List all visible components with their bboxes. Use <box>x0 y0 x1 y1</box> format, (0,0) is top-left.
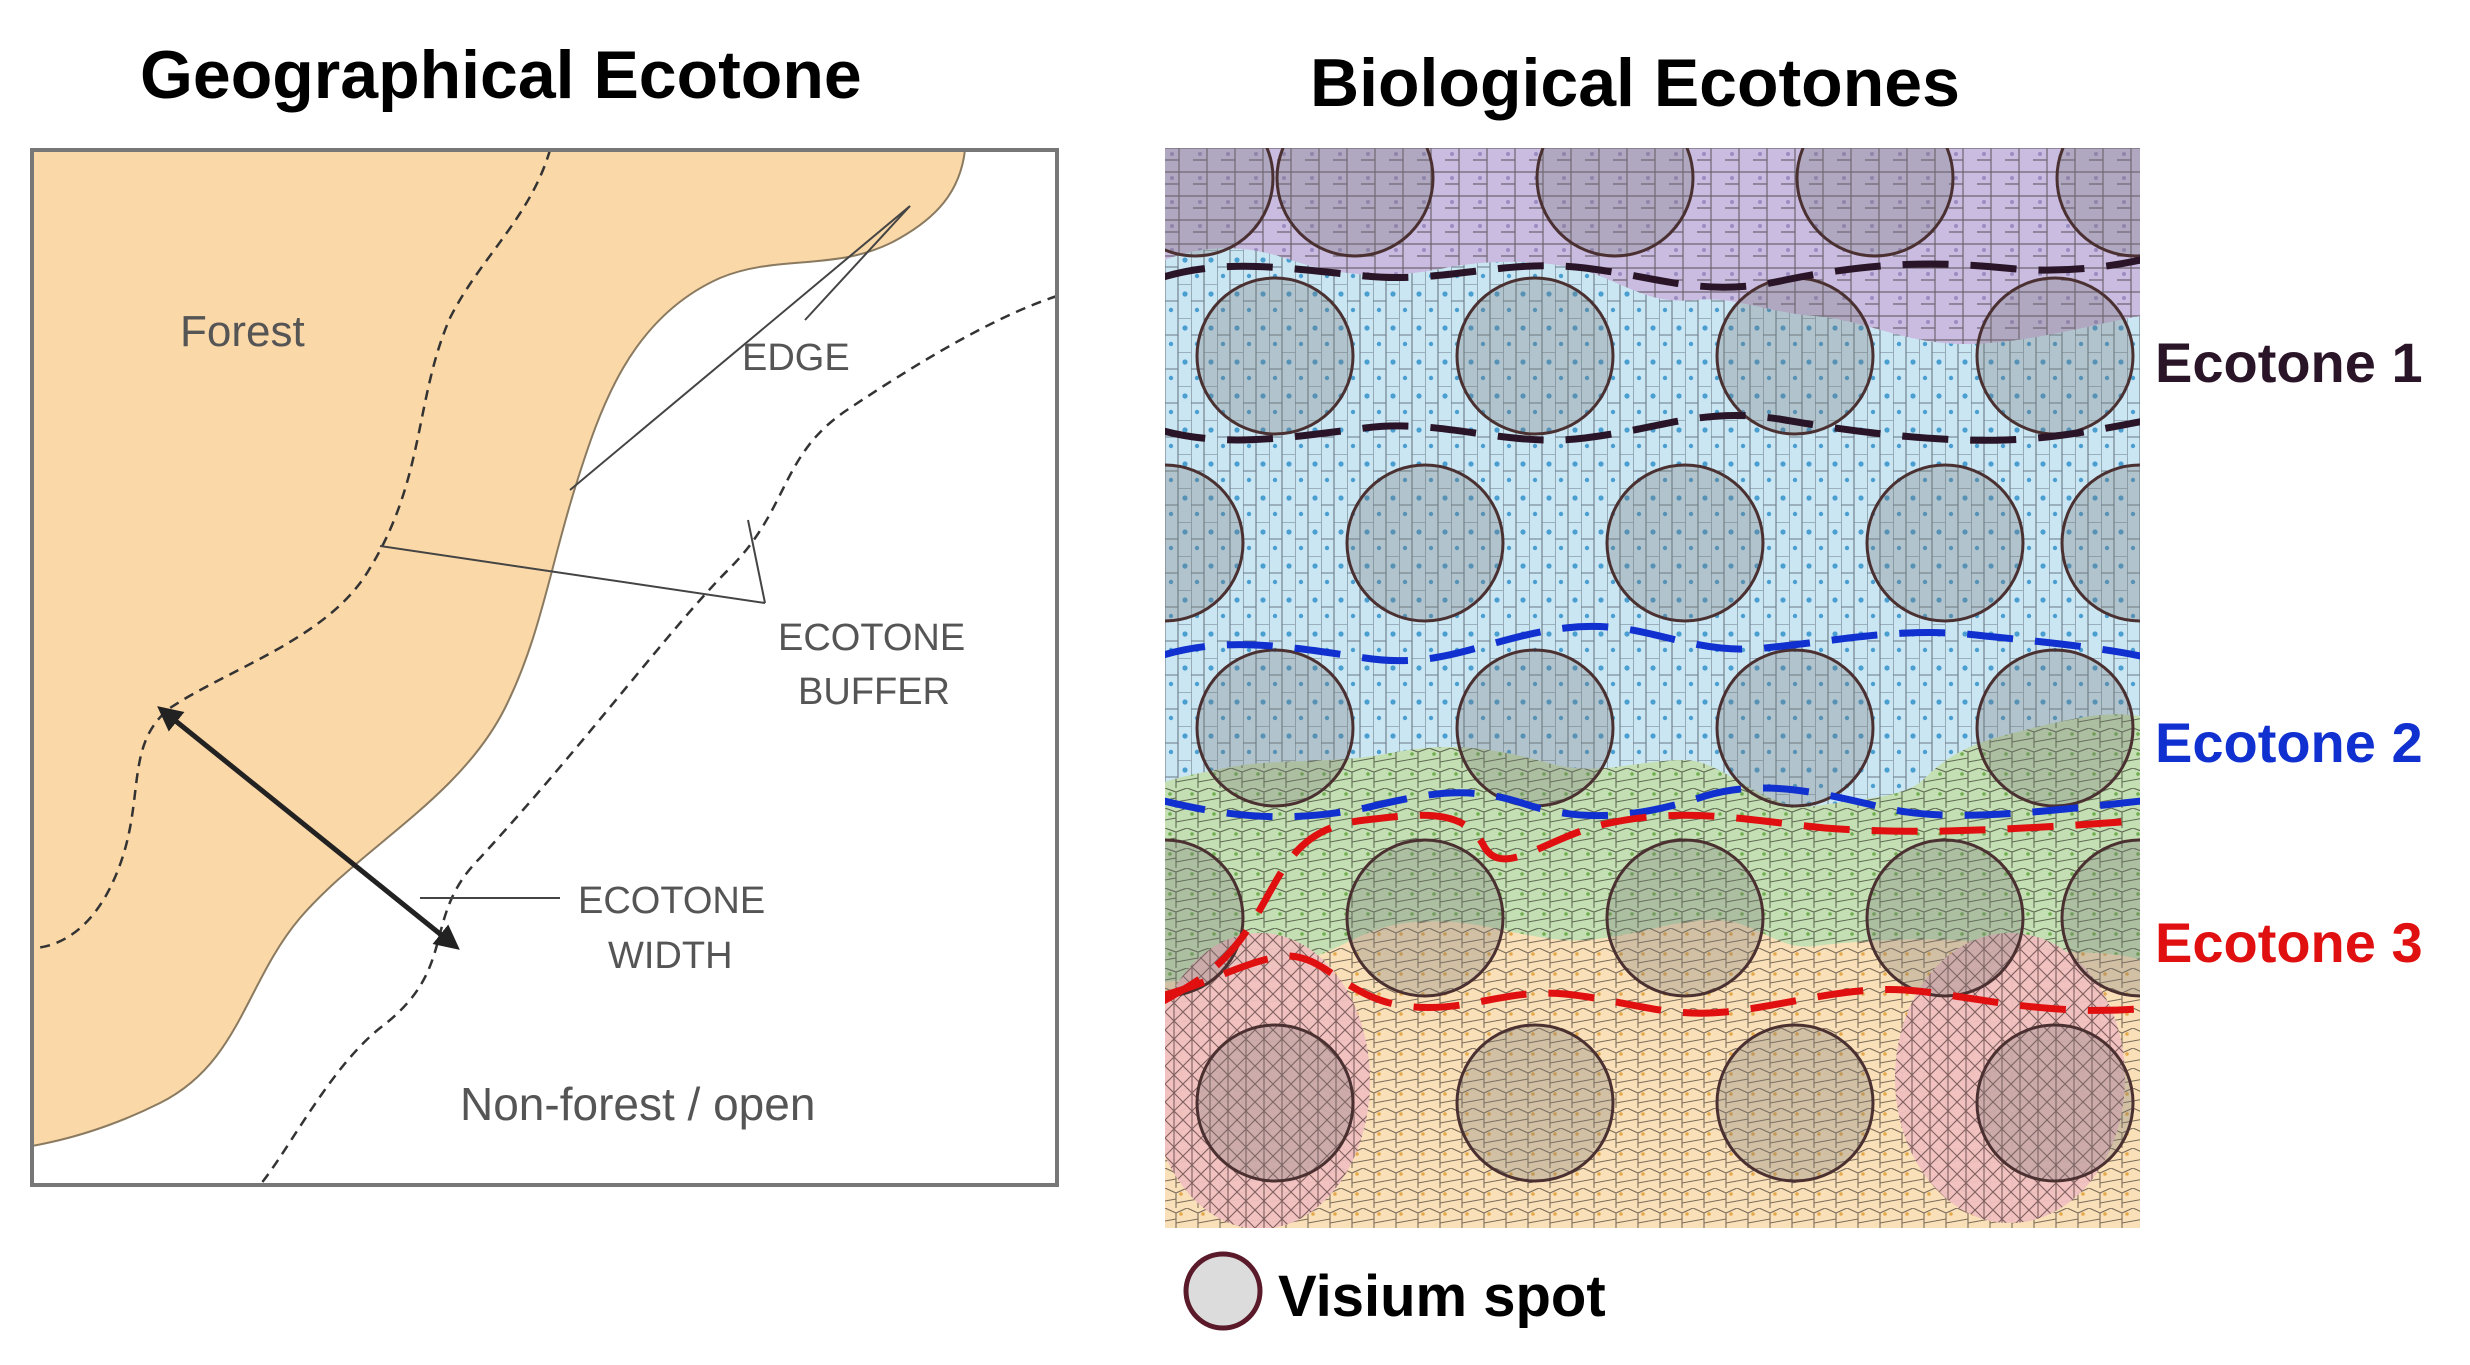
ecotone-width-label-2: WIDTH <box>608 935 733 977</box>
ecotone-3-label: Ecotone 3 <box>2155 911 2423 974</box>
ecotone-width-arrow <box>157 706 460 950</box>
visium-spot <box>1275 148 1435 258</box>
visium-spot-grid <box>1165 148 2140 1183</box>
buffer-leader-line-2 <box>747 519 766 604</box>
visium-spot <box>1345 838 1505 998</box>
visium-spot <box>1605 463 1765 623</box>
visium-spot <box>1455 1023 1615 1183</box>
visium-spot <box>1795 148 1955 258</box>
visium-spot <box>2055 148 2140 258</box>
edge-label: EDGE <box>742 337 850 379</box>
ecotone-2-lower-line <box>1165 784 2140 821</box>
visium-spot <box>1975 1023 2135 1183</box>
ecotone-width-label-1: ECOTONE <box>578 880 765 922</box>
biological-ecotones-title: Biological Ecotones <box>1310 45 1960 121</box>
ecotone-1-upper-line <box>1165 256 2140 291</box>
ecotone-2-boundaries <box>1165 622 2140 821</box>
visium-spot <box>1195 1023 1355 1183</box>
ecotone-3-lower-line <box>1165 952 2140 1017</box>
visium-spot <box>1165 148 1275 258</box>
edge-leader-line-2 <box>804 205 911 321</box>
edge-leader-line <box>569 205 911 491</box>
visium-spot <box>1195 648 1355 808</box>
visium-spot <box>1455 648 1615 808</box>
visium-spot <box>1345 463 1505 623</box>
ecotone-1-boundaries <box>1165 256 2140 444</box>
visium-spot <box>1535 148 1695 258</box>
visium-spot <box>2060 838 2140 998</box>
visium-spot-legend-label: Visium spot <box>1278 1264 1606 1329</box>
non-forest-label: Non-forest / open <box>460 1078 815 1130</box>
visium-spot <box>1165 463 1245 623</box>
visium-spot <box>1455 276 1615 436</box>
visium-spot <box>1195 276 1355 436</box>
ecotone-buffer-inner-dashed <box>31 149 552 950</box>
circle-spot-icon <box>1183 1251 1263 1331</box>
visium-spot <box>1605 838 1765 998</box>
tissue-pink-region-right <box>1895 933 2125 1223</box>
ecotone-2-label: Ecotone 2 <box>2155 711 2423 774</box>
forest-label: Forest <box>180 307 305 356</box>
visium-spot <box>1715 648 1875 808</box>
visium-spot <box>1865 838 2025 998</box>
map-frame <box>30 148 1059 1187</box>
ecotone-2-upper-line <box>1165 622 2140 665</box>
ecotone-3-boundaries <box>1165 811 2140 1017</box>
buffer-leader-line <box>379 545 766 604</box>
visium-spot <box>1715 1023 1875 1183</box>
visium-spot <box>1865 463 2025 623</box>
ecotone-3-upper-line <box>1165 811 2140 1005</box>
ecotone-buffer-label-1: ECOTONE <box>778 617 965 659</box>
geographical-ecotone-title: Geographical Ecotone <box>140 37 862 113</box>
visium-spot <box>2060 463 2140 623</box>
visium-spot <box>1715 276 1875 436</box>
visium-spot <box>1975 648 2135 808</box>
visium-spot <box>1975 276 2135 436</box>
ecotone-1-lower-line <box>1165 412 2140 444</box>
ecotone-1-label: Ecotone 1 <box>2155 331 2423 394</box>
biological-ecotones-tissue <box>1165 148 2140 1228</box>
ecotone-buffer-label-2: BUFFER <box>798 671 950 713</box>
geographical-ecotone-map: Forest EDGE ECOTONE BUFFER ECOTONE WIDTH… <box>30 148 1059 1187</box>
ecotone-buffer-outer-dashed <box>259 294 1058 1186</box>
forest-edge-line <box>31 149 966 1147</box>
